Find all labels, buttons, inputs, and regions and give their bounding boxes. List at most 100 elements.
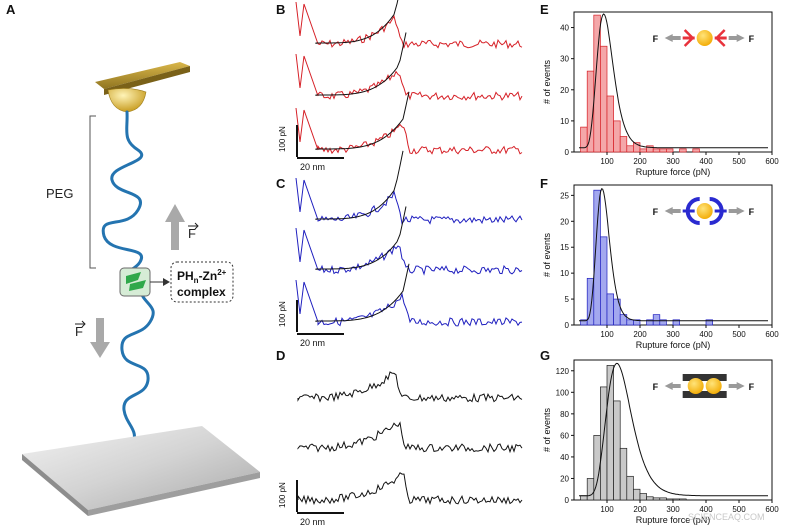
e-icon-fork-left [683,29,695,47]
b-wlc-fit-2 [315,32,407,96]
histogram-e: 100 200 300 400 500 600 0 10 20 30 40 Rupture force… [542,11,779,177]
e-bar [639,148,647,153]
g-xtick-label: 100 [600,505,614,514]
panel-a: A PEG PHn-Zn2+ complex F F [6,2,260,516]
g-ytick-label: 60 [560,431,569,440]
f-ylabel: # of events [542,232,552,277]
g-ylabel: # of events [542,407,552,452]
e-bar [659,148,667,153]
g-ytick-label: 120 [556,367,570,376]
g-xtick-label: 500 [732,505,746,514]
c-trace-2 [295,227,523,276]
complex-pointer-head [163,278,170,286]
c-trace-1 [295,177,523,225]
panel-b-label: B [276,2,285,17]
g-ytick-label: 80 [560,410,569,419]
e-ylabel: # of events [542,59,552,104]
d-trace-1 [297,371,523,403]
g-bar [659,497,667,501]
g-bar [646,496,654,501]
e-ytick-label: 40 [560,24,569,33]
scale-x-label-b: 20 nm [300,162,325,172]
e-bar [633,142,641,153]
panel-f-label: F [540,176,548,191]
f-xlabel: Rupture force (pN) [636,340,711,350]
b-wlc-fit-1 [315,0,399,44]
f-xtick-label: 600 [765,330,779,339]
g-bar [652,497,661,501]
f-ytick-label: 25 [560,191,569,200]
traces-d [297,371,523,506]
histogram-f: 100 200 300 400 500 600 0 5 10 15 20 25 Rupture forc… [542,184,779,350]
force-vector-up [188,222,199,230]
f-icon-force-left: F [653,207,659,217]
scale-x-label-d: 20 nm [300,517,325,527]
b-wlc-fit-3 [315,91,410,150]
g-bar [639,493,647,501]
complex-green-right [129,280,146,291]
e-bar [626,145,634,153]
traces-b [295,0,523,155]
g-bar [580,495,588,501]
f-icon-arrow-right [728,207,745,215]
f-icon-arrow-left [664,207,681,215]
e-xtick-label: 100 [600,157,614,166]
c-wlc-fit-3 [315,263,410,322]
c-trace-3 [295,279,523,327]
b-trace-2 [295,53,523,102]
peg-label: PEG [46,186,73,201]
f-xtick-label: 200 [633,330,647,339]
scale-y-label-d: 100 pN [278,482,287,508]
complex-label-line2: complex [177,285,226,299]
c-wlc-fit-2 [315,206,407,270]
force-arrow-down [90,318,110,358]
g-ytick-label: 100 [556,388,570,397]
d-trace-2 [297,421,523,454]
g-icon-zinc-2 [705,378,722,394]
f-bar [652,314,661,326]
f-icon-zinc [696,203,713,219]
g-bar [672,498,680,501]
e-bar [652,148,661,153]
panel-d-label: D [276,348,285,363]
e-icon-fork-right [714,29,726,47]
g-ytick-label: 40 [560,453,569,462]
g-fit-curve [579,362,768,497]
e-ytick-label: 20 [560,86,569,95]
complex-label-box [170,261,234,303]
complex-box [119,267,151,297]
e-bar [606,95,614,153]
g-ytick-label: 0 [565,496,570,505]
f-bar [659,319,667,326]
c-wlc-fit-1 [315,150,404,220]
panel-g-label: G [540,348,550,363]
e-xtick-label: 200 [633,157,647,166]
panel-d: D 100 pN 20 nm [276,348,523,527]
e-icon-zinc [696,30,713,46]
afm-cantilever [95,62,190,89]
g-xtick-label: 200 [633,505,647,514]
g-bar [679,498,687,501]
force-label-down: F [75,324,83,339]
complex-label-line1: PHn-Zn2+ [177,268,227,285]
g-xtick-label: 300 [666,505,680,514]
g-icon-zinc-1 [687,378,704,394]
f-xtick-label: 500 [732,330,746,339]
f-xtick-label: 100 [600,330,614,339]
e-fit-curve [579,13,768,149]
scale-y-label-c: 100 pN [278,301,287,327]
peg-bracket [89,115,96,269]
afm-tip [107,88,147,113]
g-icon-strand-top [682,374,727,381]
f-bar [633,319,641,326]
f-icon-clamp-right [709,197,724,225]
substrate-plate [22,426,260,510]
g-xtick-label: 600 [765,505,779,514]
g-bar [586,478,595,501]
e-icon-force-left: F [653,34,659,44]
g-icon-arrow-right [728,382,745,390]
